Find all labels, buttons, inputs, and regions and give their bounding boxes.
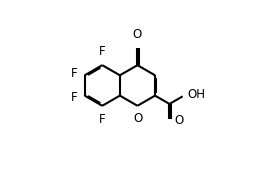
Text: O: O (134, 112, 143, 125)
Text: O: O (174, 114, 183, 127)
Text: F: F (99, 113, 106, 126)
Text: F: F (71, 67, 78, 80)
Text: F: F (71, 91, 78, 104)
Text: OH: OH (187, 88, 205, 101)
Text: O: O (133, 28, 142, 41)
Text: F: F (99, 45, 106, 58)
